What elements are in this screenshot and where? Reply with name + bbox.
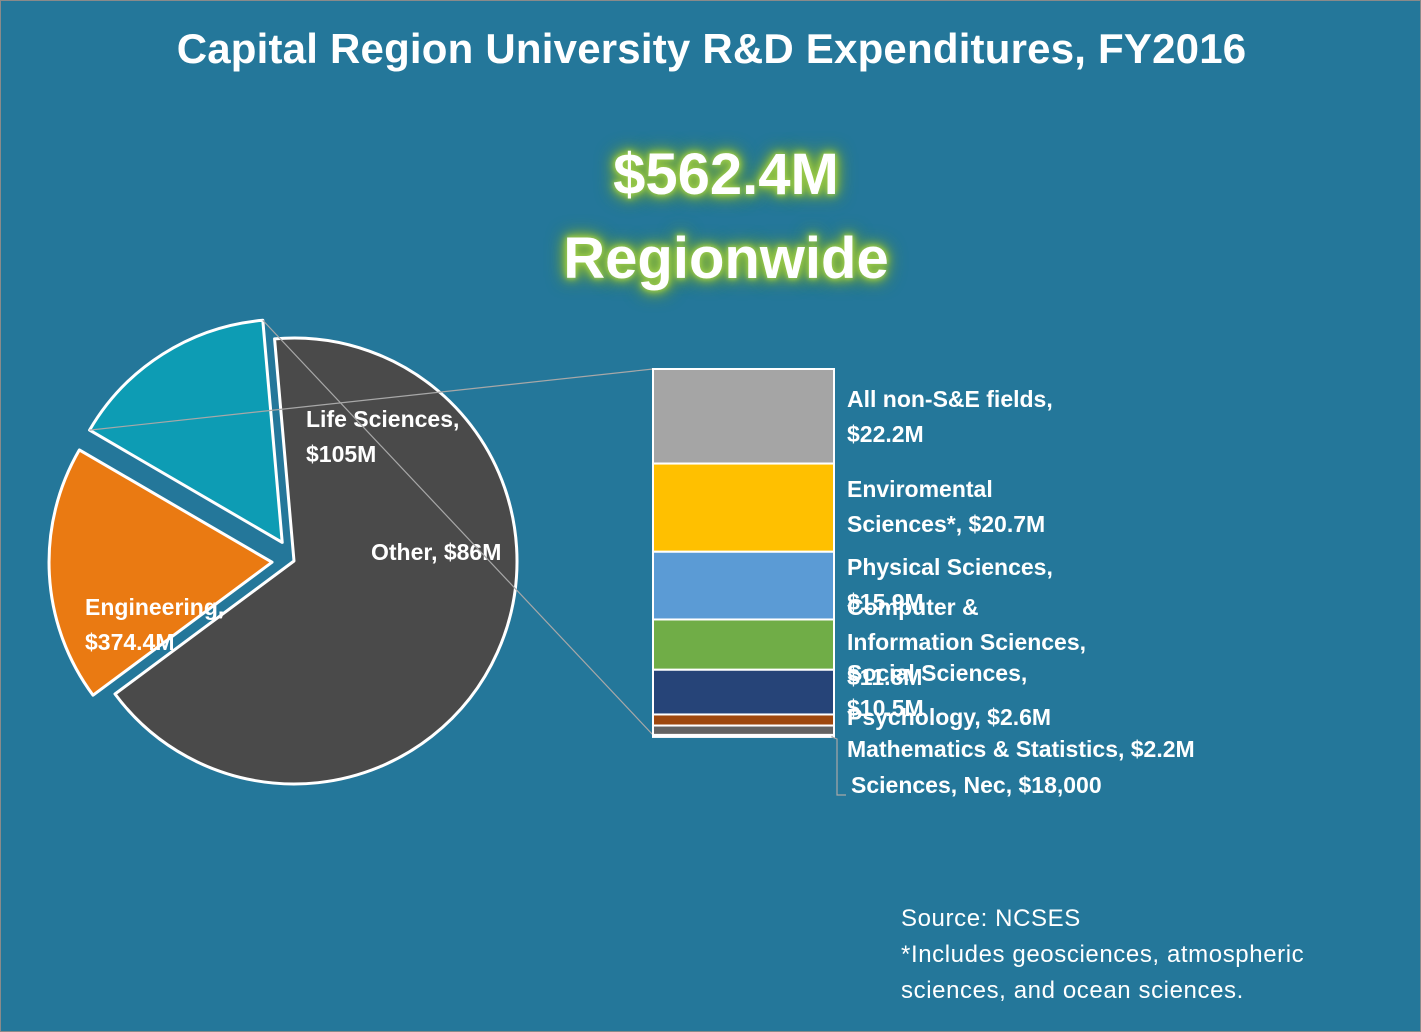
total-scope: Regionwide — [563, 226, 889, 291]
bar-label-line: Physical Sciences, — [847, 554, 1053, 580]
pie-label-line: Other, $86M — [371, 539, 501, 565]
pie-label-line: $374.4M — [85, 629, 175, 655]
bar-segment-mathematics-statistics — [652, 724, 835, 736]
connector-lines — [89, 319, 654, 736]
bar-label-all-non-s-e-fields: All non-S&E fields, $22.2M — [847, 386, 1053, 447]
bar-label-computer-information-sciences: Computer & Information Sciences, $11.8M — [847, 594, 1086, 690]
bar-label-physical-sciences: Physical Sciences, $15.9M — [847, 554, 1053, 615]
bar-label-line: Sciences, Nec, $18,000 — [851, 772, 1102, 798]
bar-segment-enviromental-sciences — [652, 462, 835, 553]
bar-segment-psychology — [652, 713, 835, 727]
bar-label-line: Social Sciences, — [847, 660, 1027, 686]
pie-label-line: Engineering, — [85, 594, 224, 620]
bar-segment-sciences-nec — [652, 733, 835, 738]
footnote-line-1: *Includes geosciences, atmospheric — [901, 941, 1305, 968]
bar-label-social-sciences: Social Sciences, $10.5M — [847, 660, 1027, 721]
bar-label-psychology: Psychology, $2.6M — [847, 704, 1051, 730]
bar-segment-computer-information-sciences — [652, 618, 835, 671]
bar-label-line: Computer & — [847, 594, 979, 620]
bar-label-mathematics-statistics: Mathematics & Statistics, $2.2M — [847, 736, 1195, 762]
source-text: Source: NCSES — [901, 905, 1081, 932]
bar-label-line: $10.5M — [847, 695, 924, 721]
total-amount: $562.4M — [613, 142, 839, 207]
pie-slice-other — [88, 318, 284, 544]
bar-label-line: Psychology, $2.6M — [847, 704, 1051, 730]
bar-label-line: $15.9M — [847, 589, 924, 615]
footnote-line-2: sciences, and ocean sciences. — [901, 977, 1244, 1004]
bar-segment-physical-sciences — [652, 550, 835, 621]
bar-label-sciences-nec: Sciences, Nec, $18,000 — [851, 772, 1102, 798]
pie-slice-engineering — [113, 336, 519, 786]
leader-line-sciences-nec — [831, 735, 846, 796]
stacked-bar — [652, 368, 835, 738]
bar-label-line: Sciences*, $20.7M — [847, 511, 1045, 537]
bar-segment-all-non-s-e-fields — [652, 368, 835, 465]
bar-label-line: Mathematics & Statistics, $2.2M — [847, 736, 1195, 762]
bar-label-line: All non-S&E fields, — [847, 386, 1053, 412]
bar-segment-social-sciences — [652, 668, 835, 716]
pie-label-life-sciences: Life Sciences, $105M — [306, 406, 459, 467]
pie-label-engineering: Engineering, $374.4M — [85, 594, 224, 655]
pie-chart: Engineering, $374.4M Life Sciences, $105M Ot… — [47, 318, 519, 786]
bar-labels: All non-S&E fields, $22.2M Enviromental Sci… — [831, 386, 1195, 798]
pie-slice-life-sciences — [47, 448, 274, 697]
chart-title: Capital Region University R&D Expenditur… — [176, 25, 1247, 72]
pie-label-line: Life Sciences, — [306, 406, 459, 432]
bar-label-line: Information Sciences, — [847, 629, 1086, 655]
bar-label-line: $11.8M — [847, 664, 922, 690]
bar-label-enviromental-sciences: Enviromental Sciences*, $20.7M — [847, 476, 1045, 537]
pie-label-line: $105M — [306, 441, 376, 467]
footnote: Source: NCSES *Includes geosciences, atm… — [901, 901, 1381, 1009]
bar-label-line: $22.2M — [847, 421, 924, 447]
bar-label-line: Enviromental — [847, 476, 993, 502]
connector-line-bottom — [262, 319, 654, 736]
connector-line-top — [89, 368, 654, 431]
pie-label-other: Other, $86M — [371, 539, 501, 565]
